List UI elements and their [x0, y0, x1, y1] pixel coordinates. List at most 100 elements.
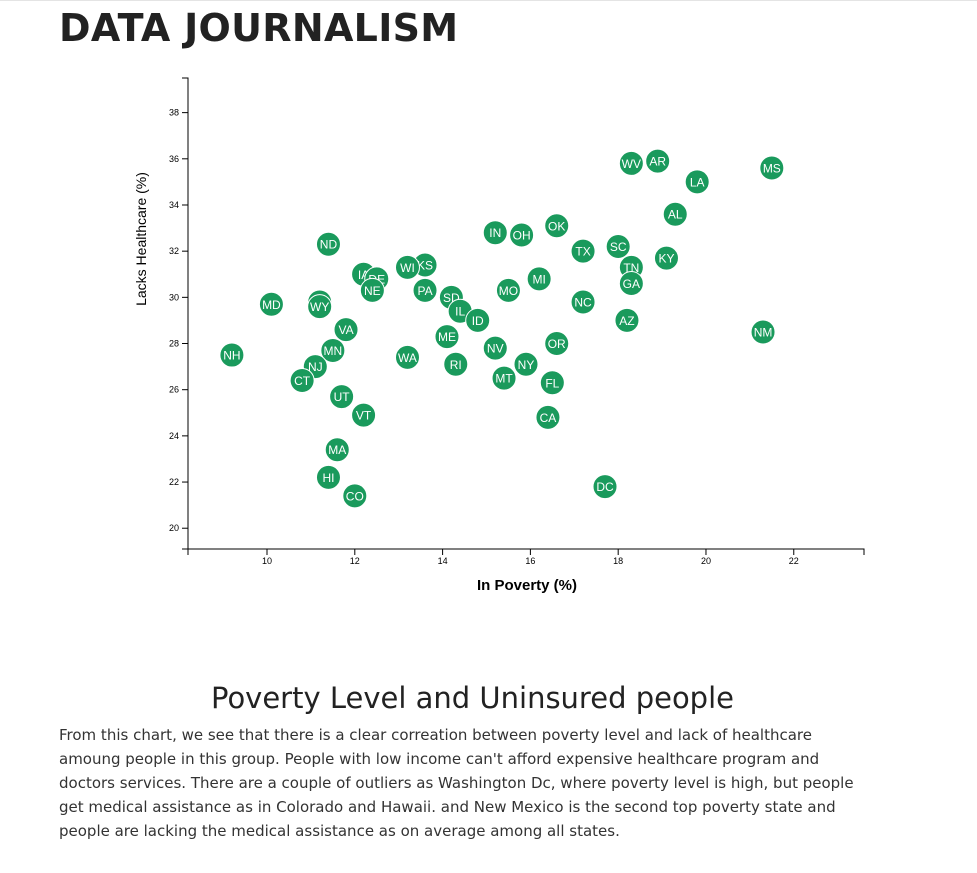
state-marker — [289, 367, 315, 393]
state-marker — [219, 342, 245, 368]
state-point-nv: NV — [482, 335, 508, 361]
state-point-ga: GA — [618, 270, 644, 296]
y-tick-label: 20 — [169, 523, 179, 533]
state-point-nc: NC — [570, 289, 596, 315]
state-marker — [618, 150, 644, 176]
state-marker — [482, 335, 508, 361]
state-label: IL — [455, 305, 465, 319]
state-marker — [394, 254, 420, 280]
state-marker — [315, 231, 341, 257]
state-point-mn: MN — [320, 337, 346, 363]
state-point-me: ME — [434, 324, 460, 350]
state-label: FL — [545, 376, 559, 390]
state-point-ri: RI — [443, 351, 469, 377]
state-label: TN — [623, 261, 639, 275]
state-marker — [539, 370, 565, 396]
state-label: CA — [540, 411, 557, 425]
state-label: AR — [649, 155, 666, 169]
state-point-ok: OK — [544, 213, 570, 239]
state-point-la: LA — [684, 169, 710, 195]
state-marker — [684, 169, 710, 195]
y-tick-label: 38 — [169, 108, 179, 118]
state-label: NV — [487, 342, 504, 356]
state-marker — [320, 337, 346, 363]
state-label: KS — [417, 259, 433, 273]
state-point-ms: MS — [759, 155, 785, 181]
y-tick-label: 28 — [169, 339, 179, 349]
y-tick-label: 34 — [169, 200, 179, 210]
x-tick-label: 16 — [525, 556, 535, 566]
state-marker — [482, 220, 508, 246]
state-marker — [258, 291, 284, 317]
page-title: DATA JOURNALISM — [59, 6, 459, 50]
state-marker — [618, 270, 644, 296]
state-point-ma: MA — [324, 437, 350, 463]
state-label: NJ — [308, 360, 323, 374]
state-label: NM — [754, 325, 773, 339]
state-point-ny: NY — [513, 351, 539, 377]
state-label: KY — [658, 252, 674, 266]
y-tick-label: 36 — [169, 154, 179, 164]
state-marker — [750, 319, 776, 345]
state-label: TX — [575, 245, 590, 259]
state-marker — [359, 277, 385, 303]
state-label: RI — [450, 358, 462, 372]
state-label: LA — [690, 175, 705, 189]
state-label: CT — [294, 374, 311, 388]
state-label: AZ — [619, 314, 634, 328]
state-marker — [434, 324, 460, 350]
state-marker — [351, 402, 377, 428]
y-axis: 20 22 24 26 28 30 32 34 36 38 — [169, 77, 189, 550]
state-point-ut: UT — [329, 384, 355, 410]
x-tick-label: 22 — [789, 556, 799, 566]
x-tick-label: 18 — [613, 556, 623, 566]
state-label: NH — [223, 349, 240, 363]
state-point-wi: WI — [394, 254, 420, 280]
state-label: OR — [548, 337, 566, 351]
x-axis-label: In Poverty (%) — [477, 577, 577, 594]
state-point-mi: MI — [526, 266, 552, 292]
state-label: MO — [499, 284, 518, 298]
data-points: WVARMSLAALOKINOHNDSCTXKYKSWITNIADEMIGANE… — [219, 148, 785, 509]
state-label: ID — [472, 314, 484, 328]
state-point-or: OR — [544, 331, 570, 357]
state-point-ar: AR — [645, 148, 671, 174]
state-label: NY — [518, 358, 535, 372]
state-marker — [662, 201, 688, 227]
state-marker — [324, 437, 350, 463]
state-point-in: IN — [482, 220, 508, 246]
state-marker — [394, 344, 420, 370]
state-point-mt: MT — [491, 365, 517, 391]
state-label: SC — [610, 240, 627, 254]
state-label: DC — [596, 480, 614, 494]
state-marker — [509, 222, 535, 248]
state-marker — [614, 307, 640, 333]
state-point-nh: NH — [219, 342, 245, 368]
state-label: NC — [574, 295, 592, 309]
state-label: IN — [489, 226, 501, 240]
state-label: UT — [334, 390, 351, 404]
y-tick-label: 30 — [169, 292, 179, 302]
state-label: AL — [668, 208, 683, 222]
state-label: PA — [417, 284, 432, 298]
y-tick-label: 32 — [169, 246, 179, 256]
state-label: IA — [358, 268, 369, 282]
state-marker — [592, 474, 618, 500]
state-label: VA — [338, 323, 353, 337]
state-marker — [535, 404, 561, 430]
state-point-hi: HI — [315, 464, 341, 490]
article-heading: Poverty Level and Uninsured people — [0, 678, 977, 718]
state-point-va: VA — [333, 317, 359, 343]
state-label: ND — [320, 238, 338, 252]
y-axis-line — [182, 77, 189, 550]
state-marker — [605, 234, 631, 260]
article-heading-text: Poverty Level and Uninsured people — [210, 681, 734, 715]
state-point-ky: KY — [653, 245, 679, 271]
state-marker — [513, 351, 539, 377]
y-axis-label: Lacks Healthcare (%) — [133, 172, 149, 306]
state-label: WI — [400, 261, 415, 275]
state-point-ne: NE — [359, 277, 385, 303]
state-point-md: MD — [258, 291, 284, 317]
state-point-ct: CT — [289, 367, 315, 393]
scatter-chart: 20 22 24 26 28 30 32 34 36 38 10 12 14 16 18 20 22 Lack… — [133, 77, 865, 594]
